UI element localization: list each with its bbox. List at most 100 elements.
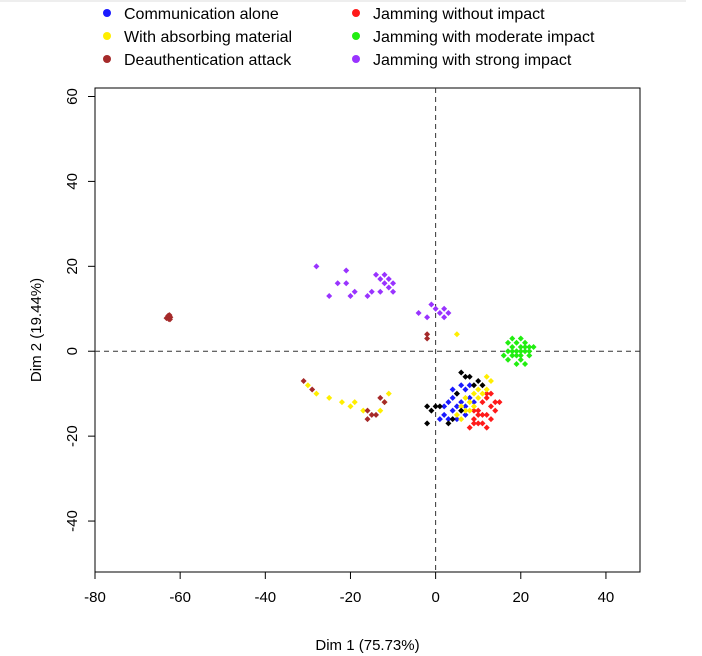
data-point [522, 360, 529, 367]
legend-marker [103, 55, 111, 63]
data-point [526, 352, 533, 359]
data-point [522, 339, 529, 346]
data-point [462, 394, 469, 401]
data-point [343, 280, 350, 287]
y-tick-label: -40 [64, 510, 81, 532]
data-point [470, 416, 477, 423]
data-point [326, 293, 333, 300]
data-point [513, 348, 520, 355]
x-axis: -80 -60 -40 -20 0 20 40 [84, 572, 614, 606]
data-point [517, 352, 524, 359]
data-point [483, 386, 490, 393]
x-axis-label: Dim 1 (75.73%) [315, 637, 419, 654]
data-point [462, 386, 469, 393]
data-point [458, 369, 465, 376]
data-point [377, 288, 384, 295]
data-point [475, 420, 482, 427]
data-point [526, 348, 533, 355]
x-tick-label: 0 [431, 589, 439, 606]
data-point [458, 403, 465, 410]
legend-marker [352, 55, 360, 63]
y-tick-label: 60 [64, 88, 81, 105]
data-point [390, 288, 397, 295]
data-point [424, 335, 431, 342]
data-point [517, 343, 524, 350]
data-point [470, 390, 477, 397]
data-point [479, 411, 486, 418]
data-point [338, 399, 345, 406]
data-point [483, 394, 490, 401]
data-point [475, 386, 482, 393]
data-point [364, 416, 371, 423]
data-point [458, 399, 465, 406]
y-tick-label: 0 [64, 347, 81, 355]
data-point [313, 263, 320, 270]
data-point [483, 424, 490, 431]
data-point [385, 276, 392, 283]
data-point [530, 343, 537, 350]
data-point [492, 399, 499, 406]
y-axis-label: Dim 2 (19.44%) [28, 278, 45, 382]
data-point [470, 420, 477, 427]
data-point [466, 424, 473, 431]
data-point [377, 276, 384, 283]
data-point [364, 293, 371, 300]
data-point [505, 339, 512, 346]
x-tick-label: -80 [84, 589, 106, 606]
data-point [304, 382, 311, 389]
data-point [479, 399, 486, 406]
legend-label: Jamming without impact [373, 6, 545, 23]
data-point [373, 271, 380, 278]
data-point [309, 386, 316, 393]
y-tick-label: -20 [64, 425, 81, 447]
data-point [453, 411, 460, 418]
data-point [526, 343, 533, 350]
data-point [462, 373, 469, 380]
data-point [445, 416, 452, 423]
x-tick-label: 40 [598, 589, 615, 606]
data-point [487, 416, 494, 423]
data-point [360, 407, 367, 414]
data-point [453, 416, 460, 423]
data-point [436, 403, 443, 410]
data-point [441, 314, 448, 321]
data-point [505, 356, 512, 363]
data-point [381, 271, 388, 278]
data-point [441, 411, 448, 418]
data-point [436, 416, 443, 423]
data-point [513, 352, 520, 359]
data-point [483, 390, 490, 397]
data-point [449, 386, 456, 393]
data-point [364, 407, 371, 414]
data-point [517, 348, 524, 355]
data-point [487, 377, 494, 384]
data-point [522, 343, 529, 350]
data-point [458, 382, 465, 389]
data-point [492, 407, 499, 414]
reference-lines [95, 88, 640, 572]
data-point [466, 399, 473, 406]
data-point [462, 407, 469, 414]
data-point [428, 407, 435, 414]
data-point [466, 394, 473, 401]
x-tick-label: -20 [340, 589, 362, 606]
data-point [509, 348, 516, 355]
x-tick-label: 20 [512, 589, 529, 606]
legend-marker [103, 9, 111, 17]
legend-label: Jamming with moderate impact [373, 29, 595, 46]
data-point [449, 394, 456, 401]
data-point [381, 280, 388, 287]
legend-marker [352, 9, 360, 17]
data-point [513, 360, 520, 367]
data-point [522, 348, 529, 355]
data-point [445, 399, 452, 406]
y-tick-label: 40 [64, 173, 81, 190]
data-point [513, 339, 520, 346]
data-point [313, 390, 320, 397]
data-point [326, 394, 333, 401]
data-point [505, 348, 512, 355]
data-point [453, 390, 460, 397]
data-point [475, 394, 482, 401]
y-axis: -40 -20 0 20 40 60 [64, 88, 95, 532]
data-point [475, 377, 482, 384]
